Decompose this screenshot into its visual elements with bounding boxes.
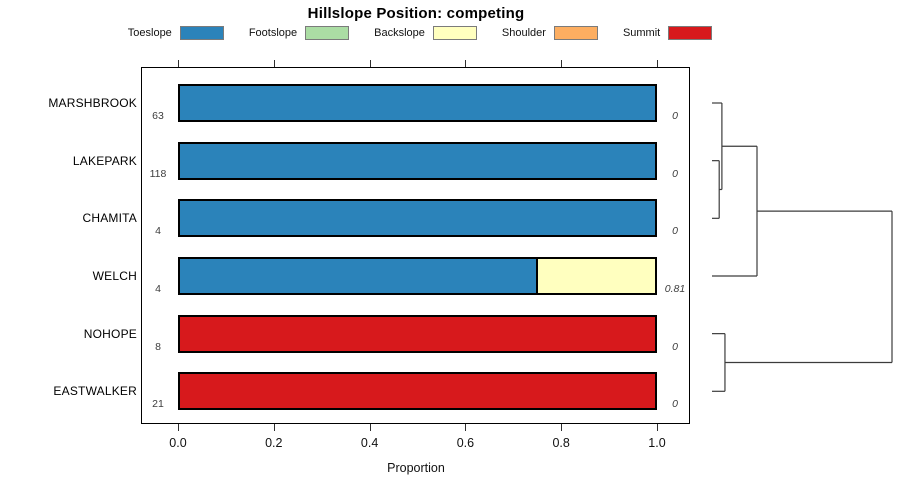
h-value: 0.81 [664,282,686,295]
legend-label: Shoulder [501,26,546,39]
h-value: 0 [672,225,678,238]
n-value: 4 [155,225,161,238]
legend-swatch [553,25,598,40]
bar-segment-toeslope [180,143,655,178]
legend-label: Toeslope [127,26,172,39]
legend-item: Summit [622,25,713,40]
row-label: LAKEPARK [72,153,137,168]
row-label: WELCH [92,268,137,283]
x-axis-tick [465,424,467,431]
legend-item: Backslope [374,25,477,40]
legend-item: Shoulder [501,25,598,40]
x-tick-label: 0.8 [552,436,570,450]
legend-item: Toeslope [127,25,224,40]
x-axis-label: Proportion [387,461,445,475]
bar-segment-toeslope [180,258,537,293]
legend-item: Footslope [248,25,350,40]
h-value: 0 [672,110,678,122]
x-axis-tick [273,424,275,431]
row-label: EASTWALKER [53,384,137,399]
stacked-bar [178,199,657,238]
row-label: MARSHBROOK [48,96,137,110]
x-tick-label: 1.0 [648,436,666,450]
legend-label: Backslope [374,26,425,39]
x-axis-tick [657,424,658,431]
stacked-bar [178,256,657,295]
n-value: 118 [149,167,167,180]
stacked-bar [178,84,657,122]
legend-swatch [668,25,713,40]
top-axis-tick [465,60,467,67]
plot-box [141,67,690,424]
bar-segment-backslope [536,258,655,293]
bar-segment-toeslope [180,86,655,120]
legend-label: Summit [622,26,661,39]
stacked-bar [178,372,657,411]
x-tick-label: 0.2 [265,436,283,450]
x-tick-label: 0.0 [169,436,187,450]
legend-swatch [432,25,477,40]
stacked-bar [178,141,657,180]
n-value: 63 [152,110,164,122]
bar-segment-summit [180,374,655,409]
n-value: 4 [155,282,161,295]
legend-swatch [305,25,350,40]
top-axis-tick [178,60,179,67]
legend-label: Footslope [248,26,298,39]
h-value: 0 [672,398,678,411]
row-label: CHAMITA [82,211,137,226]
top-axis-tick [657,60,658,67]
x-tick-label: 0.6 [456,436,475,450]
n-value: 21 [152,398,164,411]
top-axis-tick [561,60,563,67]
bar-segment-summit [180,316,655,351]
top-axis-tick [369,60,371,67]
chart-title: Hillslope Position: competing [307,5,525,22]
h-value: 0 [672,167,678,180]
x-axis-tick [561,424,563,431]
h-value: 0 [672,340,678,353]
legend-swatch [179,25,224,40]
top-axis-tick [273,60,275,67]
row-label: NOHOPE [83,326,137,341]
legend: Toeslope Footslope Backslope Shoulder Summit [110,24,730,41]
x-tick-label: 0.4 [360,436,379,450]
x-axis-tick [369,424,371,431]
bar-segment-toeslope [180,201,655,236]
x-axis-tick [178,424,179,431]
stacked-bar [178,314,657,353]
n-value: 8 [155,340,161,353]
